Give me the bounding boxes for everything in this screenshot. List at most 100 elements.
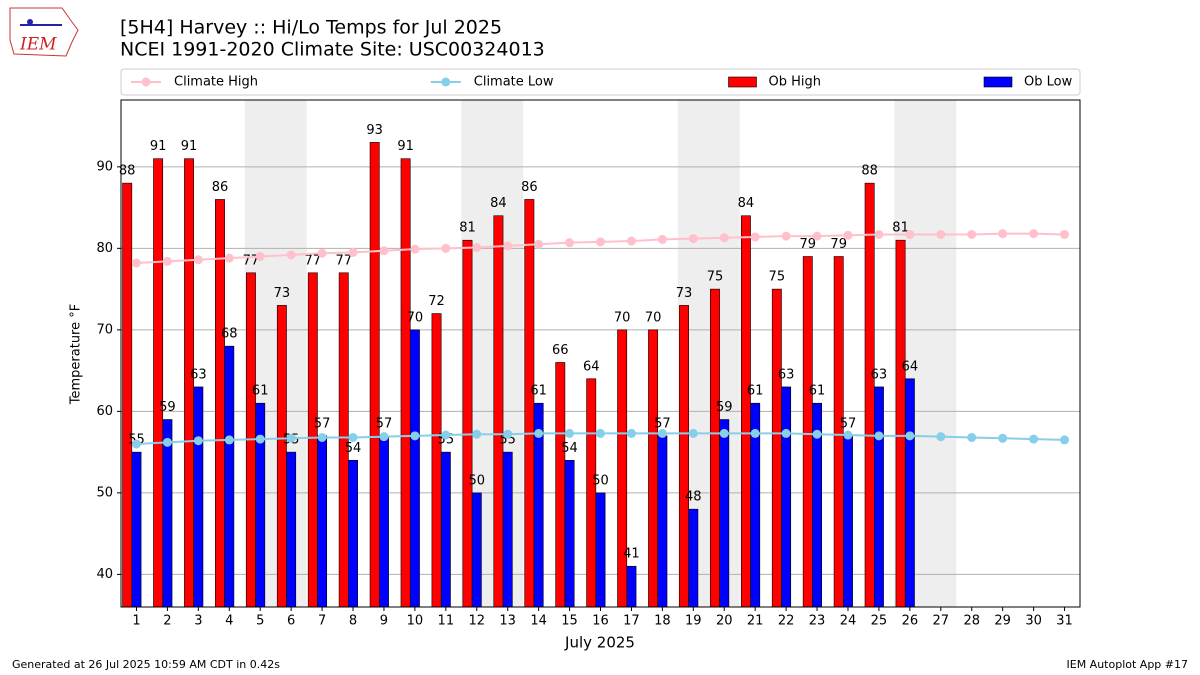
x-tick-label: 30: [1025, 614, 1042, 629]
data-label: 81: [892, 221, 909, 236]
data-label: 86: [212, 180, 229, 195]
line-marker: [596, 428, 605, 438]
line-marker: [998, 433, 1008, 443]
bar: [153, 158, 164, 608]
line-marker: [193, 436, 203, 446]
data-label: 77: [305, 253, 322, 268]
x-tick-label: 10: [407, 614, 424, 629]
bar: [471, 492, 482, 608]
y-tick-label: 70: [96, 322, 113, 337]
logo-text: IEM: [19, 35, 57, 55]
bar: [462, 239, 473, 608]
line-marker: [317, 432, 327, 442]
line-marker: [472, 429, 482, 439]
bar: [873, 386, 884, 608]
bar: [586, 378, 597, 608]
x-tick-label: 27: [933, 614, 950, 629]
x-tick-label: 4: [225, 614, 233, 629]
bar: [348, 459, 358, 608]
x-tick-label: 29: [994, 614, 1011, 629]
data-label: 55: [499, 433, 516, 448]
x-tick-label: 28: [963, 614, 980, 629]
data-label: 88: [119, 164, 136, 179]
x-axis-label: July 2025: [564, 634, 635, 652]
y-tick-label: 40: [96, 567, 113, 582]
line-marker: [843, 230, 853, 240]
data-label: 91: [397, 139, 414, 154]
line-marker: [379, 432, 389, 442]
line-marker: [503, 241, 513, 251]
data-label: 70: [645, 310, 662, 325]
line-marker: [688, 428, 698, 438]
x-tick-label: 20: [716, 614, 733, 629]
line-marker: [719, 428, 729, 438]
x-tick-label: 22: [778, 614, 795, 629]
bar: [193, 386, 204, 608]
chart-title: [5H4] Harvey :: Hi/Lo Temps for Jul 2025: [120, 17, 502, 39]
data-label: 61: [530, 384, 547, 399]
data-label: 63: [190, 367, 207, 382]
data-label: 70: [407, 310, 424, 325]
bar: [369, 142, 380, 608]
bar: [276, 305, 287, 608]
bar: [440, 451, 451, 608]
legend-label: Ob High: [769, 75, 822, 90]
data-label: 91: [181, 139, 198, 154]
x-tick-label: 25: [871, 614, 888, 629]
line-marker: [905, 431, 915, 441]
data-label: 79: [830, 237, 847, 252]
line-marker: [812, 429, 822, 439]
line-marker: [626, 428, 636, 438]
legend-label: Climate High: [174, 75, 258, 90]
line-marker: [534, 239, 544, 249]
data-label: 63: [778, 367, 795, 382]
bar: [400, 158, 411, 608]
y-tick-label: 90: [96, 159, 113, 174]
data-label: 64: [583, 359, 600, 374]
data-label: 57: [654, 416, 671, 431]
x-tick-label: 9: [380, 614, 388, 629]
data-label: 61: [747, 384, 764, 399]
data-label: 73: [676, 286, 693, 301]
line-marker: [317, 248, 327, 258]
line-marker: [565, 238, 575, 248]
x-tick-label: 16: [592, 614, 609, 629]
line-marker: [1060, 435, 1070, 445]
data-label: 93: [366, 123, 383, 138]
logo: IEM: [9, 7, 79, 57]
bar: [657, 435, 668, 608]
bar: [710, 288, 720, 608]
bar: [122, 182, 133, 608]
line-marker: [286, 433, 296, 443]
bar: [317, 435, 328, 608]
bar: [833, 256, 844, 608]
line-marker: [812, 231, 822, 241]
y-tick-label: 80: [96, 241, 113, 256]
bar: [771, 288, 782, 608]
x-tick-label: 15: [561, 614, 578, 629]
line-marker: [719, 233, 729, 243]
data-label: 41: [623, 547, 640, 562]
logo-dot: [27, 19, 33, 25]
bar: [493, 215, 504, 608]
bar: [162, 419, 173, 608]
legend-swatch: [983, 76, 1013, 88]
line-marker: [131, 258, 141, 268]
line-marker: [348, 432, 358, 442]
bar: [626, 565, 637, 608]
bar: [740, 215, 751, 608]
line-marker: [1029, 229, 1039, 239]
logo-outline: [9, 7, 79, 57]
legend-label: Climate Low: [474, 75, 554, 90]
bar: [555, 362, 566, 608]
line-marker: [843, 430, 853, 440]
x-tick-label: 13: [499, 614, 516, 629]
line-marker: [750, 428, 760, 438]
line-marker: [441, 243, 451, 253]
line-marker: [255, 252, 265, 262]
bar: [904, 378, 915, 608]
data-label: 59: [716, 400, 733, 415]
legend-swatch: [728, 76, 757, 88]
line-marker: [967, 229, 977, 239]
line-marker: [441, 430, 451, 440]
